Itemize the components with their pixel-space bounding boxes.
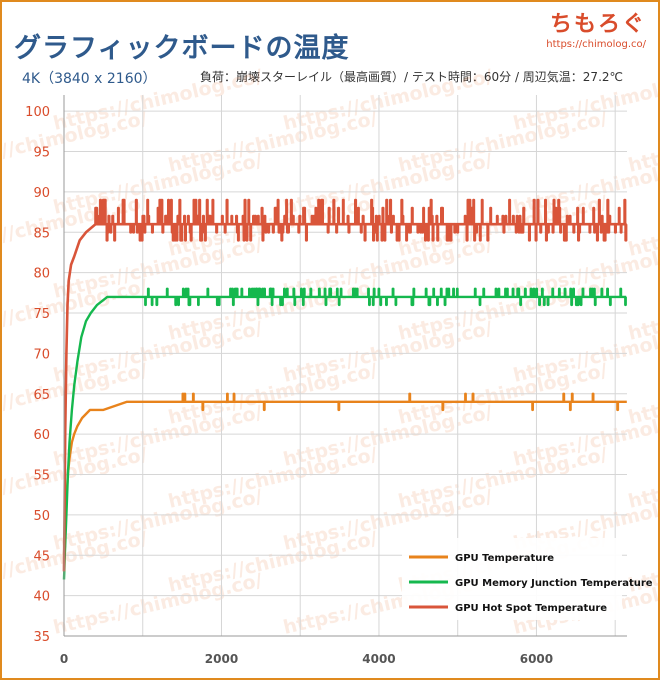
legend-entry: GPU Temperature xyxy=(455,553,554,564)
legend-layer: GPU Temperature GPU Memory Junction Tempe… xyxy=(402,538,653,620)
y-tick-label: 60 xyxy=(33,428,50,443)
series-layer xyxy=(62,198,628,580)
x-tick-label: 2000 xyxy=(205,652,238,666)
y-tick-label: 85 xyxy=(33,226,50,241)
y-tick-label: 40 xyxy=(33,590,50,605)
y-tick-label: 55 xyxy=(33,469,50,484)
x-tick-label: 6000 xyxy=(520,652,553,666)
logo-name: ちもろぐ xyxy=(549,12,646,37)
watermark-text: https://chimolog.co/ xyxy=(51,569,264,639)
y-tick-label: 65 xyxy=(33,388,50,403)
y-tick-label: 35 xyxy=(33,630,50,645)
test-conditions: 負荷：崩壊スターレイル（最高画質）/ テスト時間：60分 / 周辺気温：27.2… xyxy=(200,70,623,84)
y-tick-label: 70 xyxy=(33,347,50,362)
legend-entry: GPU Memory Junction Temperature xyxy=(455,578,653,589)
chart-title: グラフィックボードの温度 xyxy=(14,33,350,64)
legend-entry: GPU Hot Spot Temperature xyxy=(455,603,607,614)
y-tick-label: 45 xyxy=(33,549,50,564)
y-tick-label: 80 xyxy=(33,267,50,282)
y-tick-label: 100 xyxy=(25,105,50,120)
logo-url: https://chimolog.co/ xyxy=(546,39,646,50)
axis-layer: 35 40 45 50 55 60 65 70 75 80 85 90 95 100 0 2000 4000 60… xyxy=(25,95,627,666)
series-line-gpu-memory-junction-temperature xyxy=(62,287,627,580)
y-tick-label: 50 xyxy=(33,509,50,524)
y-tick-label: 90 xyxy=(33,186,50,201)
series-line-gpu-hot-spot-temperature xyxy=(62,198,628,572)
y-tick-label: 75 xyxy=(33,307,50,322)
x-tick-label: 4000 xyxy=(362,652,395,666)
y-tick-label: 95 xyxy=(33,146,50,161)
x-tick-label: 0 xyxy=(60,652,68,666)
series-line-gpu-temperature xyxy=(62,392,628,556)
site-logo[interactable]: ちもろぐ https://chimolog.co/ xyxy=(546,6,646,50)
resolution-subtitle: 4K（3840 x 2160） xyxy=(22,71,157,87)
